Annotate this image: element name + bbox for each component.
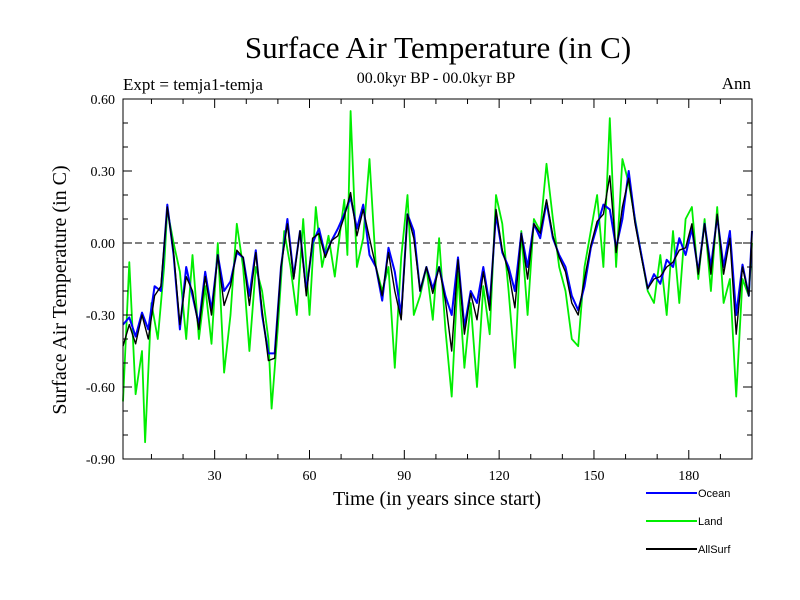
x-tick-label: 90	[397, 469, 411, 484]
y-tick-label: 0.00	[91, 237, 116, 252]
x-tick-label: 180	[678, 469, 699, 484]
legend-label-land: Land	[698, 516, 722, 528]
legend: Ocean Land AllSurf	[646, 488, 731, 556]
y-tick-label: -0.30	[86, 309, 115, 324]
series-line-allsurf	[122, 175, 753, 362]
y-tick-label: -0.90	[86, 453, 115, 468]
season-label: Ann	[722, 74, 752, 93]
x-axis-title: Time (in years since start)	[333, 488, 541, 510]
plot-area	[122, 110, 753, 444]
experiment-label: Expt = temja1-temja	[123, 75, 263, 94]
y-tick-label: 0.60	[91, 93, 116, 108]
chart-title: Surface Air Temperature (in C)	[245, 30, 631, 65]
y-tick-label: -0.60	[86, 381, 115, 396]
legend-label-allsurf: AllSurf	[698, 544, 731, 556]
x-tick-label: 120	[489, 469, 510, 484]
y-tick-label: 0.30	[91, 165, 116, 180]
x-tick-label: 150	[583, 469, 604, 484]
axes: 30 60 90 120 150 180 0.60 0.30 0.00 -0.30 -0.60 -0.…	[86, 93, 753, 484]
x-tick-label: 60	[302, 469, 316, 484]
legend-label-ocean: Ocean	[698, 488, 730, 500]
period-label: 00.0kyr BP - 00.0kyr BP	[357, 70, 516, 87]
x-tick-label: 30	[208, 469, 222, 484]
plot-frame	[122, 98, 753, 460]
y-axis-title: Surface Air Temperature (in C)	[49, 165, 71, 414]
